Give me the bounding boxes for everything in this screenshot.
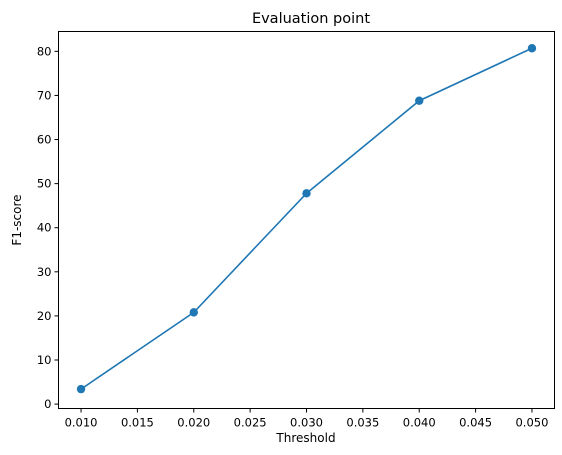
y-tick-label: 20	[37, 309, 52, 323]
x-axis-ticks: 0.010 0.015 0.020 0.025 0.030 0.035 0.040 0.045…	[65, 408, 548, 430]
x-tick-label: 0.045	[459, 416, 492, 430]
x-tick-label: 0.040	[403, 416, 436, 430]
data-point	[527, 44, 537, 53]
x-tick-label: 0.025	[234, 416, 267, 430]
y-tick-label: 60	[37, 133, 52, 147]
x-tick-label: 0.020	[177, 416, 210, 430]
data-point	[302, 189, 311, 198]
data-point	[415, 96, 424, 105]
y-tick-label: 80	[37, 44, 52, 58]
y-axis-label: F1-score	[10, 194, 24, 245]
data-point	[189, 308, 198, 317]
y-axis-ticks: 0 10 20 30 40 50 60 70 80	[37, 44, 59, 411]
x-axis-label: Threshold	[275, 431, 335, 445]
y-tick-label: 70	[37, 88, 52, 102]
x-tick-label: 0.035	[346, 416, 379, 430]
x-tick-label: 0.015	[121, 416, 154, 430]
x-tick-label: 0.010	[65, 416, 98, 430]
y-tick-label: 40	[37, 221, 52, 235]
series-layer	[76, 44, 537, 394]
chart-title: Evaluation point	[252, 11, 370, 27]
y-tick-label: 50	[37, 177, 52, 191]
x-tick-label: 0.030	[290, 416, 323, 430]
data-point	[76, 384, 86, 394]
y-tick-label: 30	[37, 265, 52, 279]
y-tick-label: 10	[37, 353, 52, 367]
plot-area	[58, 31, 555, 409]
x-tick-label: 0.050	[515, 416, 548, 430]
y-tick-label: 0	[44, 397, 51, 411]
